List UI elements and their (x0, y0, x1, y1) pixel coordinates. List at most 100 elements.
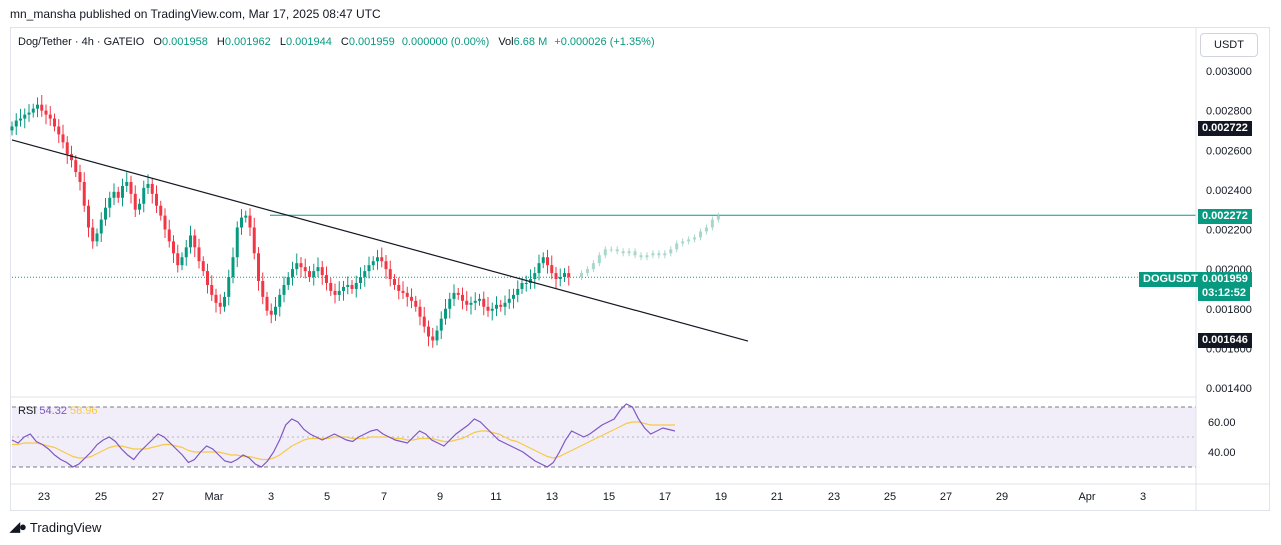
candle-body (452, 292, 456, 299)
candle-body (337, 290, 341, 295)
trendline (11, 139, 749, 342)
rsi-ma-line (12, 421, 675, 461)
currency-selector[interactable]: USDT (1200, 33, 1258, 57)
candle-body (261, 281, 265, 297)
candle-body (133, 193, 137, 210)
projection-candle (710, 219, 714, 228)
candle-body (70, 154, 73, 161)
candle-body (546, 257, 549, 266)
candle-body (214, 294, 218, 303)
high-label: H (216, 36, 225, 48)
projection-candle (597, 255, 601, 264)
candle-body (61, 134, 65, 143)
x-axis-tick: 19 (715, 491, 727, 503)
x-axis-tick: 3 (1140, 491, 1146, 503)
candle-body (367, 265, 371, 272)
projection-candle (687, 239, 691, 242)
projection-candle (693, 237, 697, 240)
projection-candle (627, 251, 631, 254)
x-axis-tick: 23 (38, 491, 50, 503)
x-axis-tick: 25 (95, 491, 107, 503)
candle-body (291, 269, 294, 278)
candle-body (478, 298, 481, 301)
candle-body (91, 227, 95, 242)
candle-body (427, 326, 430, 337)
candle-body (516, 288, 520, 295)
low-label: L (279, 36, 286, 48)
candle-body (376, 257, 379, 262)
candle-body (142, 187, 146, 204)
candle-body (65, 142, 69, 155)
projection-candle (663, 253, 667, 256)
candle-body (456, 292, 460, 295)
high-value: 0.001962 (224, 36, 271, 48)
candle-body (235, 227, 239, 258)
candle-body (125, 181, 129, 186)
candle-body (257, 253, 260, 282)
x-axis-tick: Mar (205, 491, 224, 503)
candle-body (363, 271, 367, 278)
volume-value: 6.68 M (513, 36, 548, 48)
candle-body (325, 275, 328, 283)
x-axis-tick: 13 (546, 491, 558, 503)
candle-body (401, 290, 405, 293)
candle-body (53, 118, 56, 127)
projection-candle (615, 249, 619, 252)
rsi-label: RSI (18, 405, 37, 417)
change-value: 0.000000 (0.00%) (401, 36, 490, 48)
candle-body (346, 284, 350, 287)
candle-body (121, 185, 124, 198)
high-price-tag: 0.002722 (1198, 121, 1252, 136)
x-axis-tick: 29 (996, 491, 1008, 503)
candle-body (252, 227, 256, 254)
close-value: 0.001959 (348, 36, 395, 48)
candle-body (23, 114, 27, 119)
candle-body (563, 273, 566, 278)
candle-body (439, 318, 443, 331)
candle-body (397, 284, 401, 291)
projection-candle (681, 241, 685, 244)
candle-body (159, 205, 163, 216)
candle-body (342, 286, 345, 291)
candle-body (303, 267, 307, 272)
candle-body (393, 279, 396, 285)
candle-body (210, 284, 214, 295)
candle-body (206, 271, 209, 285)
x-axis-tick: 11 (490, 491, 501, 503)
projection-candle (639, 255, 643, 258)
candle-body (567, 273, 571, 278)
projection-candle (585, 269, 589, 274)
candle-body (172, 241, 175, 254)
candle-body (499, 304, 503, 307)
candle-body (469, 302, 473, 305)
rsi-line (11, 403, 676, 468)
candle-body (99, 219, 103, 234)
low-price-tag: 0.001646 (1198, 333, 1252, 348)
candle-body (465, 300, 469, 305)
candle-body (533, 273, 537, 280)
candle-body (19, 118, 22, 121)
x-axis-tick: 7 (381, 491, 387, 503)
candle-body (507, 298, 511, 303)
chart-frame (10, 27, 1270, 511)
candle-body (189, 235, 192, 248)
candle-body (512, 294, 515, 299)
candle-body (10, 126, 14, 131)
rsi-legend: RSI 54.32 58.96 (18, 405, 98, 417)
projection-candle (699, 231, 702, 238)
candle-body (448, 298, 452, 309)
projection-candle (704, 227, 708, 232)
candle-body (422, 316, 426, 327)
tradingview-brand[interactable]: ◢● TradingView (10, 519, 101, 535)
x-axis-tick: 21 (771, 491, 783, 503)
rsi-value: 54.32 (39, 405, 67, 417)
open-value: 0.001958 (161, 36, 208, 48)
candle-body (414, 300, 418, 307)
candle-body (244, 215, 248, 218)
x-axis-tick: 25 (884, 491, 896, 503)
candle-body (329, 282, 333, 291)
x-axis-tick: 5 (324, 491, 330, 503)
candle-body (282, 284, 286, 295)
symbol-label[interactable]: Dog/Tether · 4h · GATEIO (18, 36, 145, 48)
